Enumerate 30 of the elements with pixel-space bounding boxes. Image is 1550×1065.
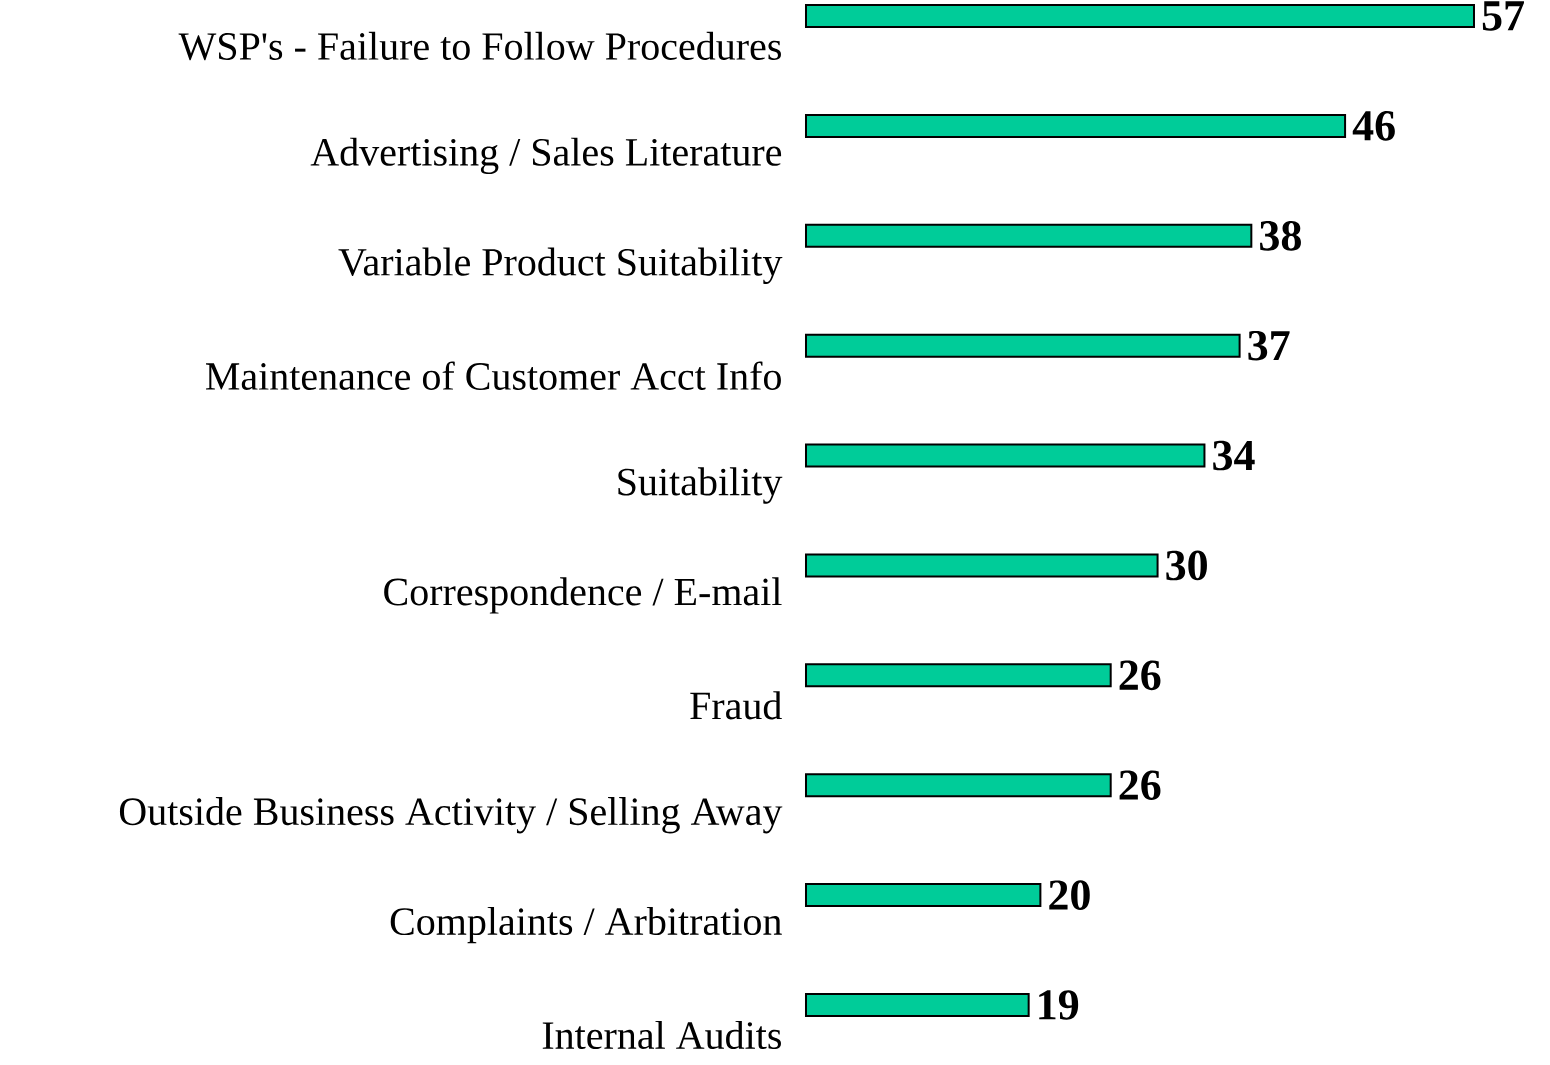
data-label: 46 xyxy=(1352,111,1395,141)
data-label: 30 xyxy=(1166,550,1207,581)
bar xyxy=(804,663,1112,688)
bar xyxy=(804,4,1475,29)
bar xyxy=(804,883,1042,908)
y-tick-label: Suitability xyxy=(618,467,783,504)
data-label: 38 xyxy=(1260,220,1301,251)
data-label: 34 xyxy=(1213,440,1255,471)
bar xyxy=(804,773,1112,798)
bar xyxy=(804,333,1241,358)
y-tick-label: Correspondence / E-mail xyxy=(384,577,782,614)
y-tick-label: Advertising / Sales Literature xyxy=(310,137,782,175)
data-label: 57 xyxy=(1482,1,1524,31)
data-label: 19 xyxy=(1039,990,1079,1020)
y-tick-label: Outside Business Activity / Selling Away xyxy=(119,797,783,834)
bar xyxy=(804,223,1253,248)
y-tick-label: Fraud xyxy=(690,691,782,720)
data-label: 37 xyxy=(1248,330,1290,361)
data-label: 20 xyxy=(1049,880,1090,910)
bar xyxy=(804,553,1159,578)
y-tick-label: Maintenance of Customer Acct Info xyxy=(205,361,781,390)
data-label: 26 xyxy=(1119,770,1161,801)
bar xyxy=(804,993,1030,1018)
data-label: 26 xyxy=(1119,660,1161,691)
bar xyxy=(804,443,1206,468)
y-tick-label: Internal Audits xyxy=(542,1020,781,1050)
y-tick-label: WSP's - Failure to Follow Procedures xyxy=(178,31,781,61)
bar xyxy=(804,113,1347,138)
y-tick-label: Variable Product Suitability xyxy=(338,247,783,284)
y-tick-label: Complaints / Arbitration xyxy=(390,906,782,944)
